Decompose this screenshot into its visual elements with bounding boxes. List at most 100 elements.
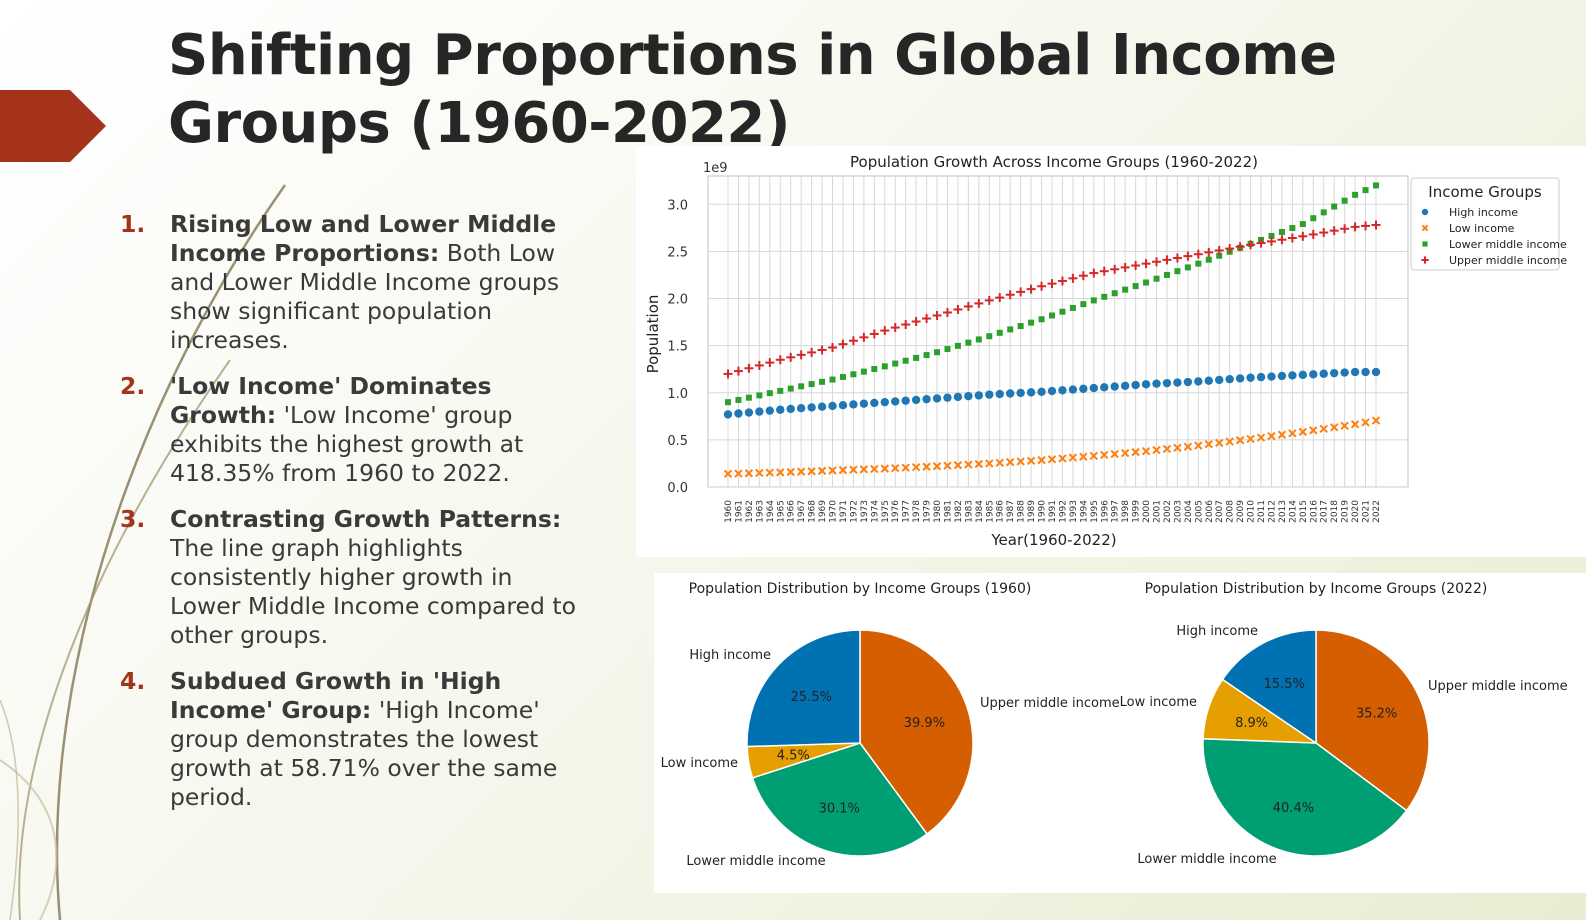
- data-point: [1173, 443, 1182, 453]
- key-points-list: 1. Rising Low and Lower Middle Income Pro…: [120, 210, 580, 829]
- data-point: [985, 459, 994, 468]
- x-tick-label: 1960: [724, 500, 734, 523]
- x-tick-label: 2014: [1288, 500, 1298, 523]
- x-tick-label: 1963: [755, 500, 765, 523]
- data-point: [1079, 452, 1088, 461]
- data-point: [986, 333, 993, 340]
- data-point: [1089, 451, 1099, 461]
- point-body: Both Low and Lower Middle Income groups …: [170, 239, 560, 354]
- data-point: [776, 468, 785, 477]
- data-point: [1225, 437, 1234, 446]
- data-point: [1152, 445, 1161, 455]
- data-point: [953, 392, 963, 402]
- pie-slice-percent: 8.9%: [1235, 716, 1268, 731]
- data-point: [1267, 372, 1276, 381]
- data-point: [1141, 446, 1151, 456]
- data-point: [1068, 453, 1078, 462]
- data-point: [849, 400, 858, 409]
- x-tick-label: 2015: [1299, 500, 1309, 523]
- x-tick-label: 1983: [964, 500, 974, 523]
- data-point: [1162, 255, 1172, 265]
- data-point: [1110, 264, 1120, 274]
- data-point: [963, 301, 973, 311]
- y-tick-label: 1.0: [667, 387, 688, 402]
- data-point: [996, 329, 1003, 336]
- data-point: [1319, 424, 1328, 434]
- data-point: [1371, 367, 1381, 377]
- data-point: [1037, 387, 1046, 397]
- data-point: [1352, 191, 1359, 198]
- data-point: [1078, 271, 1088, 281]
- x-tick-label: 1990: [1038, 500, 1048, 523]
- data-point: [1162, 444, 1172, 454]
- x-tick-label: 2009: [1236, 500, 1246, 523]
- x-tick-label: 1972: [849, 500, 859, 523]
- x-tick-label: 1993: [1069, 500, 1079, 523]
- data-point: [1215, 375, 1224, 385]
- data-point: [1340, 368, 1349, 377]
- data-point: [1310, 215, 1317, 222]
- x-tick-label: 1997: [1111, 500, 1121, 523]
- series-high-income: [723, 367, 1381, 419]
- data-point: [765, 406, 775, 415]
- data-point: [1038, 316, 1045, 323]
- data-point: [870, 464, 879, 474]
- x-tick-label: 1994: [1079, 500, 1089, 523]
- data-point: [1320, 209, 1327, 216]
- key-point-4: 4. Subdued Growth in 'High Income' Group:…: [120, 667, 580, 812]
- data-point: [1277, 235, 1287, 245]
- data-point: [807, 467, 816, 476]
- data-point: [911, 395, 921, 405]
- data-point: [744, 408, 754, 417]
- data-point: [1362, 187, 1369, 194]
- data-point: [1361, 221, 1371, 231]
- series-low-income: [723, 416, 1381, 479]
- data-point: [1016, 388, 1025, 398]
- legend-entry: Low income: [1449, 222, 1515, 235]
- data-point: [1268, 232, 1275, 239]
- point-heading: 'Low Income' Dominates Growth:: [170, 372, 492, 429]
- legend-marker: [1422, 241, 1428, 247]
- data-point: [1026, 388, 1036, 397]
- pie-slice: [1315, 629, 1430, 812]
- data-point: [1183, 251, 1193, 261]
- data-point: [1047, 279, 1057, 289]
- data-point: [901, 320, 911, 330]
- data-point: [974, 391, 984, 400]
- data-point: [1371, 220, 1381, 230]
- pie-charts: Population Distribution by Income Groups…: [661, 581, 1568, 869]
- data-point: [1131, 447, 1140, 457]
- pie-1960-title: Population Distribution by Income Groups…: [689, 581, 1032, 597]
- x-tick-label: 2016: [1309, 500, 1319, 523]
- key-point-3: 3. Contrasting Growth Patterns: The line …: [120, 505, 580, 650]
- pie-charts-panel: Population Distribution by Income Groups…: [654, 573, 1586, 893]
- data-point: [1204, 247, 1214, 257]
- x-tick-label: 2018: [1330, 500, 1340, 523]
- data-point: [723, 469, 733, 479]
- data-point: [1090, 297, 1097, 304]
- data-point: [1037, 281, 1047, 291]
- y-tick-label: 2.0: [667, 293, 688, 308]
- data-point: [911, 463, 921, 472]
- data-point: [1299, 221, 1306, 228]
- x-tick-label: 1981: [943, 500, 953, 523]
- data-point: [974, 298, 984, 308]
- point-number: 3.: [120, 505, 146, 533]
- data-point: [1350, 367, 1360, 377]
- data-point: [775, 355, 785, 365]
- x-tick-label: 1987: [1006, 500, 1016, 523]
- data-point: [839, 373, 846, 380]
- data-point: [776, 405, 785, 414]
- data-point: [1195, 260, 1202, 267]
- data-point: [1089, 383, 1099, 393]
- data-point: [1256, 433, 1266, 442]
- x-tick-label: 2021: [1362, 500, 1372, 523]
- data-point: [964, 460, 973, 469]
- x-tick-label: 2022: [1372, 500, 1382, 523]
- data-point: [922, 462, 931, 471]
- legend-title: Income Groups: [1428, 183, 1542, 201]
- x-tick-label: 1977: [902, 500, 912, 523]
- data-point: [880, 464, 889, 473]
- data-point: [1288, 429, 1297, 438]
- y-tick-label: 0.5: [667, 434, 688, 449]
